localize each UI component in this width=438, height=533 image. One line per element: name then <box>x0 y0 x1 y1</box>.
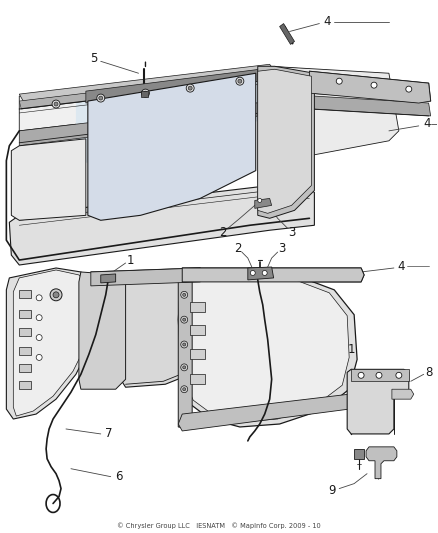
Polygon shape <box>178 394 357 431</box>
Polygon shape <box>79 272 126 389</box>
Polygon shape <box>19 66 314 131</box>
Polygon shape <box>19 310 31 318</box>
Polygon shape <box>13 270 93 416</box>
Circle shape <box>188 86 192 90</box>
Circle shape <box>236 77 244 85</box>
Circle shape <box>376 373 382 378</box>
Polygon shape <box>91 268 205 286</box>
Circle shape <box>183 343 186 346</box>
Text: 8: 8 <box>425 366 432 379</box>
Circle shape <box>36 314 42 321</box>
Text: 4: 4 <box>397 260 405 272</box>
Polygon shape <box>178 276 192 429</box>
Text: 1: 1 <box>347 343 355 356</box>
Polygon shape <box>182 268 364 282</box>
Text: 6: 6 <box>115 470 122 483</box>
Polygon shape <box>255 198 272 208</box>
Circle shape <box>50 289 62 301</box>
Circle shape <box>183 387 186 391</box>
Circle shape <box>52 100 60 108</box>
Polygon shape <box>19 64 275 101</box>
Circle shape <box>36 335 42 341</box>
Circle shape <box>183 293 186 296</box>
Circle shape <box>181 341 188 348</box>
Polygon shape <box>9 185 314 265</box>
Circle shape <box>358 373 364 378</box>
Polygon shape <box>19 381 31 389</box>
Polygon shape <box>309 71 431 103</box>
Polygon shape <box>366 447 397 479</box>
Polygon shape <box>19 71 272 109</box>
Circle shape <box>181 292 188 298</box>
Circle shape <box>396 373 402 378</box>
Polygon shape <box>258 66 314 219</box>
Text: 3: 3 <box>278 241 285 255</box>
Polygon shape <box>88 73 256 220</box>
Polygon shape <box>190 350 205 359</box>
Circle shape <box>181 364 188 371</box>
Circle shape <box>336 78 342 84</box>
Circle shape <box>141 89 149 97</box>
Circle shape <box>36 354 42 360</box>
Circle shape <box>371 82 377 88</box>
Circle shape <box>250 270 255 276</box>
Text: 3: 3 <box>288 225 295 239</box>
Circle shape <box>99 96 103 100</box>
Circle shape <box>181 386 188 393</box>
Polygon shape <box>178 270 357 427</box>
Polygon shape <box>347 369 409 434</box>
Polygon shape <box>7 268 96 419</box>
Text: 5: 5 <box>90 52 98 65</box>
Polygon shape <box>260 66 399 166</box>
Polygon shape <box>19 348 31 356</box>
Polygon shape <box>11 139 86 220</box>
Circle shape <box>186 84 194 92</box>
Circle shape <box>406 86 412 92</box>
Circle shape <box>54 102 58 106</box>
Polygon shape <box>86 69 260 103</box>
Circle shape <box>97 94 105 102</box>
Circle shape <box>262 270 267 276</box>
Polygon shape <box>258 69 311 213</box>
Polygon shape <box>183 274 349 422</box>
Polygon shape <box>248 267 274 280</box>
Text: 1: 1 <box>127 254 134 266</box>
Polygon shape <box>91 275 200 387</box>
Circle shape <box>238 79 242 83</box>
Circle shape <box>183 366 186 369</box>
Polygon shape <box>354 449 364 459</box>
Text: 4: 4 <box>423 117 431 131</box>
Polygon shape <box>19 365 31 373</box>
Polygon shape <box>392 389 414 399</box>
Circle shape <box>53 292 59 298</box>
Circle shape <box>183 318 186 321</box>
Polygon shape <box>190 302 205 312</box>
Text: 9: 9 <box>328 484 336 497</box>
Circle shape <box>36 295 42 301</box>
Text: 7: 7 <box>105 427 113 440</box>
Text: © Chrysler Group LLC   IESNATM   © MapInfo Corp. 2009 - 10: © Chrysler Group LLC IESNATM © MapInfo C… <box>117 522 321 529</box>
Circle shape <box>144 91 148 95</box>
Polygon shape <box>19 290 31 298</box>
Polygon shape <box>76 69 258 164</box>
Polygon shape <box>190 325 205 335</box>
Circle shape <box>258 198 262 203</box>
Text: 2: 2 <box>219 225 227 239</box>
Polygon shape <box>351 369 409 381</box>
Text: 4: 4 <box>324 15 331 28</box>
Polygon shape <box>190 374 205 384</box>
Polygon shape <box>19 96 431 146</box>
Circle shape <box>181 316 188 323</box>
Polygon shape <box>279 23 294 44</box>
Polygon shape <box>101 274 116 283</box>
Polygon shape <box>141 91 148 97</box>
Text: 2: 2 <box>234 241 242 255</box>
Polygon shape <box>19 328 31 336</box>
